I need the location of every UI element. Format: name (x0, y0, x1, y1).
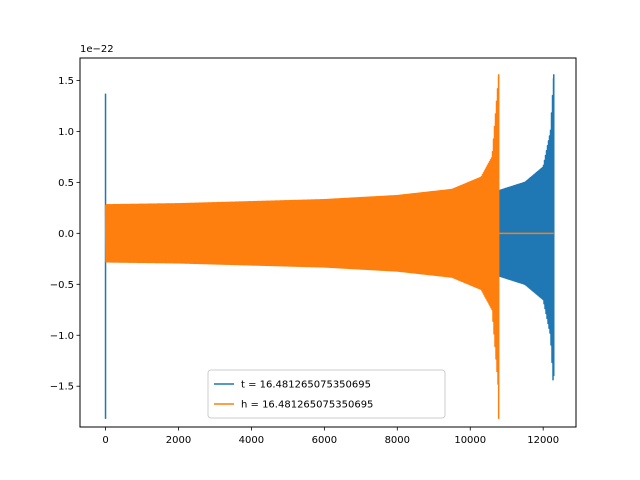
legend-label-2: h = 16.481265075350695 (241, 400, 373, 411)
y-tick-label: −0.5 (50, 280, 74, 291)
x-tick-label: 2000 (166, 435, 191, 446)
y-tick-label: 1.5 (58, 76, 74, 87)
x-tick-label: 12000 (527, 435, 559, 446)
y-tick-label: 1.0 (58, 127, 74, 138)
plot-content (104, 74, 555, 419)
y-tick-label: 0.5 (58, 178, 74, 189)
x-tick-label: 10000 (454, 435, 486, 446)
y-tick-label: −1.0 (50, 331, 74, 342)
x-tick-label: 6000 (312, 435, 337, 446)
y-offset-label: 1e−22 (80, 44, 114, 55)
legend: t = 16.481265075350695 h = 16.48126507535… (207, 369, 446, 419)
legend-label-1: t = 16.481265075350695 (241, 380, 371, 391)
x-axis: 0 2000 4000 6000 8000 10000 12000 (102, 427, 559, 446)
series-group (104, 74, 555, 419)
y-tick-label: 0.0 (58, 229, 74, 240)
y-axis: −1.5 −1.0 −0.5 0.0 0.5 1.0 1.5 (50, 76, 80, 393)
x-tick-label: 4000 (239, 435, 264, 446)
x-tick-label: 8000 (385, 435, 410, 446)
x-tick-label: 0 (102, 435, 108, 446)
legend-box (207, 369, 446, 419)
series-line-2 (104, 74, 554, 419)
axes-frame (79, 57, 577, 428)
y-tick-label: −1.5 (50, 382, 74, 393)
